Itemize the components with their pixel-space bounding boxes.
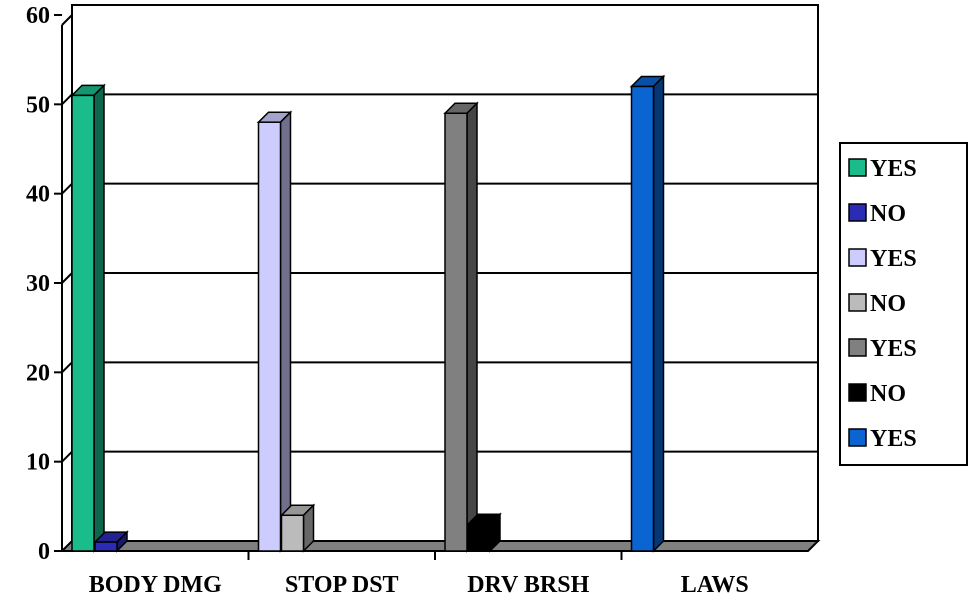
legend-item: NO: [848, 201, 906, 227]
legend-item: NO: [848, 291, 906, 317]
bar-side: [93, 83, 105, 553]
legend-swatch: [848, 203, 867, 222]
plot-floor: [59, 540, 821, 552]
y-tick-label: 10: [26, 450, 50, 476]
legend-swatch: [848, 248, 867, 267]
bar-front: [71, 94, 95, 552]
bar-side: [652, 74, 665, 553]
y-tick-label: 20: [26, 360, 50, 386]
y-tick-label: 50: [26, 92, 50, 118]
gridline-depth: [61, 361, 73, 374]
legend-label: NO: [870, 381, 906, 407]
bar-side: [466, 101, 478, 553]
bar: [93, 530, 129, 553]
gridline-depth: [61, 272, 73, 284]
y-tick-label: 60: [26, 3, 50, 29]
bar-front: [94, 541, 118, 552]
legend-swatch: [848, 338, 867, 357]
legend-swatch: [848, 383, 867, 402]
axes: [54, 14, 821, 560]
legend-item: YES: [848, 336, 917, 362]
y-tick-label: 40: [26, 182, 50, 208]
bar: [70, 83, 106, 553]
axis-labels: 0 10 20 30 40 50 60 BODY DMG STOP DST DRV BRSH LAW…: [26, 3, 749, 598]
legend-item: YES: [848, 156, 917, 182]
legend-swatch: [848, 158, 867, 177]
legend-swatch: [848, 293, 867, 312]
legend-item: YES: [848, 426, 917, 452]
gridline-depth: [61, 450, 73, 463]
bar: [443, 101, 479, 553]
y-axis-depth: [61, 14, 73, 26]
bar: [279, 503, 316, 553]
bar: [256, 110, 293, 553]
gridlines: [61, 4, 819, 542]
bar-front: [630, 85, 655, 552]
y-tick-label: 0: [38, 539, 50, 565]
legend-label: YES: [870, 426, 917, 452]
bar-side: [279, 110, 292, 553]
legend-label: NO: [870, 201, 906, 227]
bar: [629, 74, 666, 553]
bar-front: [444, 112, 468, 552]
legend: YES NO YES NO YES NO YES: [839, 142, 968, 466]
legend-label: NO: [870, 291, 906, 317]
gridline-depth: [61, 182, 73, 195]
gridline-depth: [61, 93, 73, 106]
x-tick-label: LAWS: [681, 572, 749, 598]
bars: [70, 74, 666, 553]
bar-front: [280, 514, 305, 552]
bar-front: [467, 523, 491, 552]
bar-front: [257, 121, 282, 552]
x-tick-label: BODY DMG: [89, 572, 222, 598]
legend-label: YES: [870, 336, 917, 362]
bar: [466, 512, 502, 553]
legend-item: YES: [848, 246, 917, 272]
x-tick-label: DRV BRSH: [467, 572, 589, 598]
legend-label: YES: [870, 156, 917, 182]
legend-label: YES: [870, 246, 917, 272]
legend-swatch: [848, 428, 867, 447]
x-tick-label: STOP DST: [285, 572, 399, 598]
y-tick-label: 30: [26, 271, 50, 297]
legend-item: NO: [848, 381, 906, 407]
